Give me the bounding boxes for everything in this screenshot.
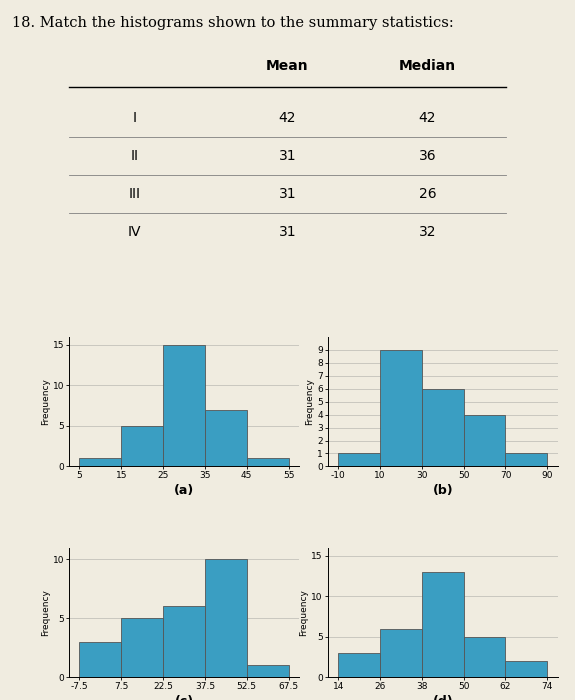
Text: 42: 42 — [279, 111, 296, 125]
Y-axis label: Frequency: Frequency — [41, 589, 50, 636]
Y-axis label: Frequency: Frequency — [300, 589, 309, 636]
Bar — [79, 642, 121, 677]
Text: 42: 42 — [419, 111, 436, 125]
Bar — [121, 618, 163, 677]
Bar — [505, 661, 547, 677]
Bar — [463, 414, 505, 466]
Bar — [380, 350, 422, 466]
Bar — [163, 345, 205, 466]
Text: Median: Median — [399, 59, 456, 73]
X-axis label: (a): (a) — [174, 484, 194, 498]
Y-axis label: Frequency: Frequency — [305, 378, 315, 425]
X-axis label: (b): (b) — [432, 484, 453, 498]
Text: II: II — [131, 149, 139, 163]
Bar — [422, 389, 463, 466]
Bar — [121, 426, 163, 466]
X-axis label: (c): (c) — [174, 695, 194, 700]
Bar — [247, 458, 289, 466]
Text: Mean: Mean — [266, 59, 309, 73]
Bar — [338, 653, 380, 677]
Bar — [338, 454, 380, 466]
Bar — [163, 606, 205, 677]
Bar — [463, 636, 505, 677]
Bar — [79, 458, 121, 466]
Bar — [422, 572, 463, 677]
Text: 31: 31 — [279, 187, 296, 201]
Bar — [247, 665, 289, 677]
Bar — [505, 454, 547, 466]
X-axis label: (d): (d) — [432, 695, 453, 700]
Y-axis label: Frequency: Frequency — [41, 378, 50, 425]
Bar — [380, 629, 422, 677]
Text: 31: 31 — [279, 149, 296, 163]
Bar — [205, 410, 247, 466]
Bar — [205, 559, 247, 677]
Text: IV: IV — [128, 225, 141, 239]
Text: 31: 31 — [279, 225, 296, 239]
Text: I: I — [133, 111, 136, 125]
Text: 26: 26 — [419, 187, 436, 201]
Text: 18. Match the histograms shown to the summary statistics:: 18. Match the histograms shown to the su… — [12, 16, 453, 30]
Text: III: III — [129, 187, 140, 201]
Text: 32: 32 — [419, 225, 436, 239]
Text: 36: 36 — [419, 149, 436, 163]
